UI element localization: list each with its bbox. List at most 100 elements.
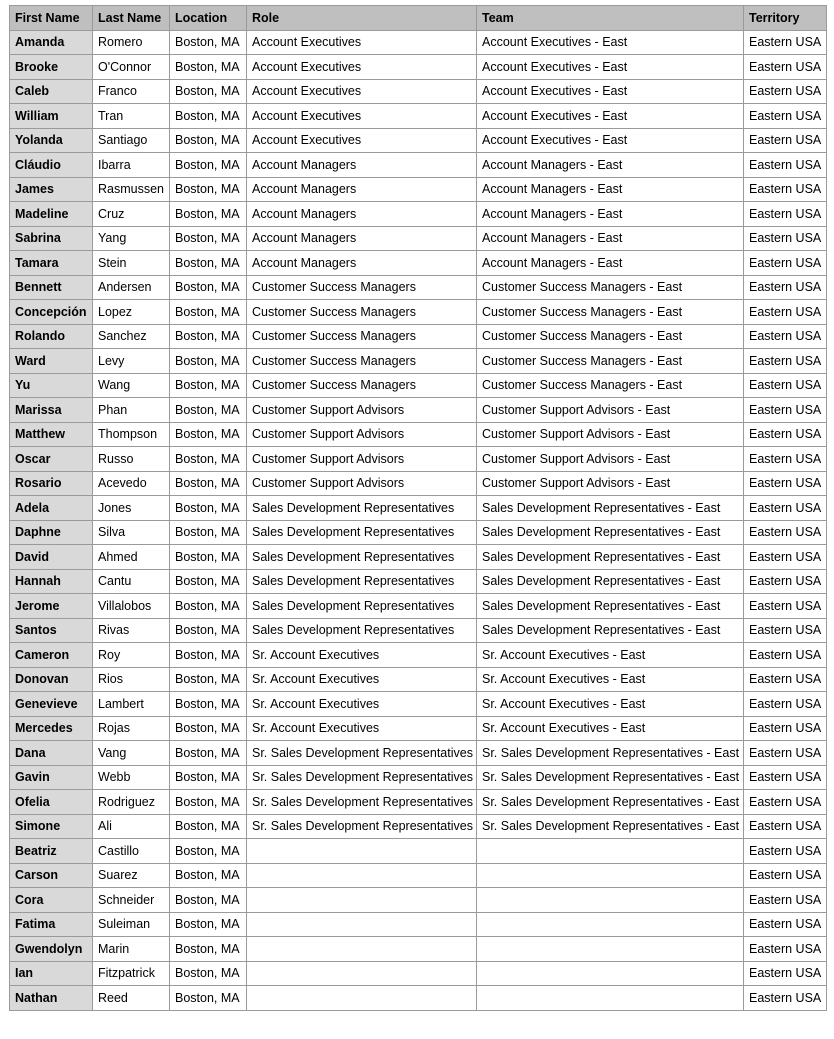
cell-last-name[interactable]: Roy: [92, 642, 170, 668]
cell-first-name[interactable]: Tamara: [9, 250, 93, 276]
cell-team[interactable]: Account Managers - East: [476, 152, 744, 178]
cell-role[interactable]: Sr. Sales Development Representatives: [246, 740, 477, 766]
cell-location[interactable]: Boston, MA: [169, 691, 247, 717]
cell-territory[interactable]: Eastern USA: [743, 789, 827, 815]
cell-first-name[interactable]: Sabrina: [9, 225, 93, 251]
cell-location[interactable]: Boston, MA: [169, 127, 247, 153]
cell-last-name[interactable]: Vang: [92, 740, 170, 766]
cell-team[interactable]: Sales Development Representatives - East: [476, 617, 744, 643]
cell-territory[interactable]: Eastern USA: [743, 593, 827, 619]
cell-role[interactable]: [246, 985, 477, 1011]
cell-last-name[interactable]: Rodriguez: [92, 789, 170, 815]
cell-first-name[interactable]: Hannah: [9, 568, 93, 594]
cell-location[interactable]: Boston, MA: [169, 715, 247, 741]
cell-role[interactable]: [246, 838, 477, 864]
cell-role[interactable]: Customer Success Managers: [246, 372, 477, 398]
cell-location[interactable]: Boston, MA: [169, 642, 247, 668]
cell-last-name[interactable]: Rasmussen: [92, 176, 170, 202]
cell-last-name[interactable]: Santiago: [92, 127, 170, 153]
cell-first-name[interactable]: Rosario: [9, 470, 93, 496]
cell-role[interactable]: Sales Development Representatives: [246, 568, 477, 594]
cell-team[interactable]: Sr. Sales Development Representatives - …: [476, 764, 744, 790]
cell-territory[interactable]: Eastern USA: [743, 568, 827, 594]
cell-first-name[interactable]: Beatriz: [9, 838, 93, 864]
column-header-location[interactable]: Location: [169, 5, 247, 31]
cell-territory[interactable]: Eastern USA: [743, 960, 827, 986]
cell-role[interactable]: Customer Support Advisors: [246, 421, 477, 447]
cell-role[interactable]: Sr. Account Executives: [246, 666, 477, 692]
cell-team[interactable]: [476, 960, 744, 986]
cell-location[interactable]: Boston, MA: [169, 666, 247, 692]
cell-last-name[interactable]: Schneider: [92, 887, 170, 913]
cell-team[interactable]: Customer Success Managers - East: [476, 274, 744, 300]
cell-role[interactable]: Sr. Sales Development Representatives: [246, 813, 477, 839]
cell-last-name[interactable]: Yang: [92, 225, 170, 251]
column-header-last-name[interactable]: Last Name: [92, 5, 170, 31]
cell-role[interactable]: Customer Success Managers: [246, 299, 477, 325]
cell-location[interactable]: Boston, MA: [169, 887, 247, 913]
cell-last-name[interactable]: Levy: [92, 348, 170, 374]
cell-territory[interactable]: Eastern USA: [743, 813, 827, 839]
cell-role[interactable]: Sales Development Representatives: [246, 617, 477, 643]
cell-team[interactable]: Account Executives - East: [476, 78, 744, 104]
cell-location[interactable]: Boston, MA: [169, 152, 247, 178]
cell-first-name[interactable]: Daphne: [9, 519, 93, 545]
cell-team[interactable]: Sr. Sales Development Representatives - …: [476, 740, 744, 766]
cell-team[interactable]: Sales Development Representatives - East: [476, 495, 744, 521]
cell-territory[interactable]: Eastern USA: [743, 274, 827, 300]
cell-first-name[interactable]: Cláudio: [9, 152, 93, 178]
cell-first-name[interactable]: William: [9, 103, 93, 129]
cell-location[interactable]: Boston, MA: [169, 78, 247, 104]
column-header-role[interactable]: Role: [246, 5, 477, 31]
cell-first-name[interactable]: Dana: [9, 740, 93, 766]
cell-role[interactable]: Sr. Sales Development Representatives: [246, 789, 477, 815]
cell-first-name[interactable]: Santos: [9, 617, 93, 643]
cell-last-name[interactable]: Acevedo: [92, 470, 170, 496]
cell-territory[interactable]: Eastern USA: [743, 421, 827, 447]
cell-first-name[interactable]: Mercedes: [9, 715, 93, 741]
cell-last-name[interactable]: Reed: [92, 985, 170, 1011]
cell-location[interactable]: Boston, MA: [169, 495, 247, 521]
cell-role[interactable]: Account Executives: [246, 29, 477, 55]
cell-territory[interactable]: Eastern USA: [743, 911, 827, 937]
cell-first-name[interactable]: Oscar: [9, 446, 93, 472]
cell-role[interactable]: Customer Support Advisors: [246, 397, 477, 423]
cell-first-name[interactable]: Concepción: [9, 299, 93, 325]
cell-location[interactable]: Boston, MA: [169, 519, 247, 545]
cell-territory[interactable]: Eastern USA: [743, 838, 827, 864]
cell-first-name[interactable]: Gwendolyn: [9, 936, 93, 962]
cell-territory[interactable]: Eastern USA: [743, 691, 827, 717]
cell-role[interactable]: Customer Support Advisors: [246, 470, 477, 496]
cell-team[interactable]: Account Managers - East: [476, 225, 744, 251]
cell-territory[interactable]: Eastern USA: [743, 519, 827, 545]
cell-team[interactable]: Sales Development Representatives - East: [476, 544, 744, 570]
cell-role[interactable]: [246, 936, 477, 962]
cell-role[interactable]: Sales Development Representatives: [246, 519, 477, 545]
cell-role[interactable]: Account Managers: [246, 176, 477, 202]
cell-team[interactable]: Customer Success Managers - East: [476, 323, 744, 349]
cell-last-name[interactable]: Andersen: [92, 274, 170, 300]
cell-territory[interactable]: Eastern USA: [743, 78, 827, 104]
cell-last-name[interactable]: Stein: [92, 250, 170, 276]
cell-first-name[interactable]: Jerome: [9, 593, 93, 619]
cell-territory[interactable]: Eastern USA: [743, 470, 827, 496]
cell-location[interactable]: Boston, MA: [169, 740, 247, 766]
cell-location[interactable]: Boston, MA: [169, 862, 247, 888]
cell-territory[interactable]: Eastern USA: [743, 323, 827, 349]
cell-first-name[interactable]: Yolanda: [9, 127, 93, 153]
cell-team[interactable]: Sr. Account Executives - East: [476, 666, 744, 692]
cell-role[interactable]: Customer Success Managers: [246, 274, 477, 300]
cell-location[interactable]: Boston, MA: [169, 568, 247, 594]
cell-first-name[interactable]: David: [9, 544, 93, 570]
cell-last-name[interactable]: Rios: [92, 666, 170, 692]
cell-team[interactable]: Account Executives - East: [476, 29, 744, 55]
cell-team[interactable]: Account Managers - East: [476, 176, 744, 202]
cell-role[interactable]: Account Managers: [246, 152, 477, 178]
cell-first-name[interactable]: Gavin: [9, 764, 93, 790]
cell-last-name[interactable]: Suleiman: [92, 911, 170, 937]
cell-role[interactable]: [246, 862, 477, 888]
cell-first-name[interactable]: Brooke: [9, 54, 93, 80]
cell-territory[interactable]: Eastern USA: [743, 29, 827, 55]
cell-first-name[interactable]: Fatima: [9, 911, 93, 937]
cell-last-name[interactable]: Rojas: [92, 715, 170, 741]
